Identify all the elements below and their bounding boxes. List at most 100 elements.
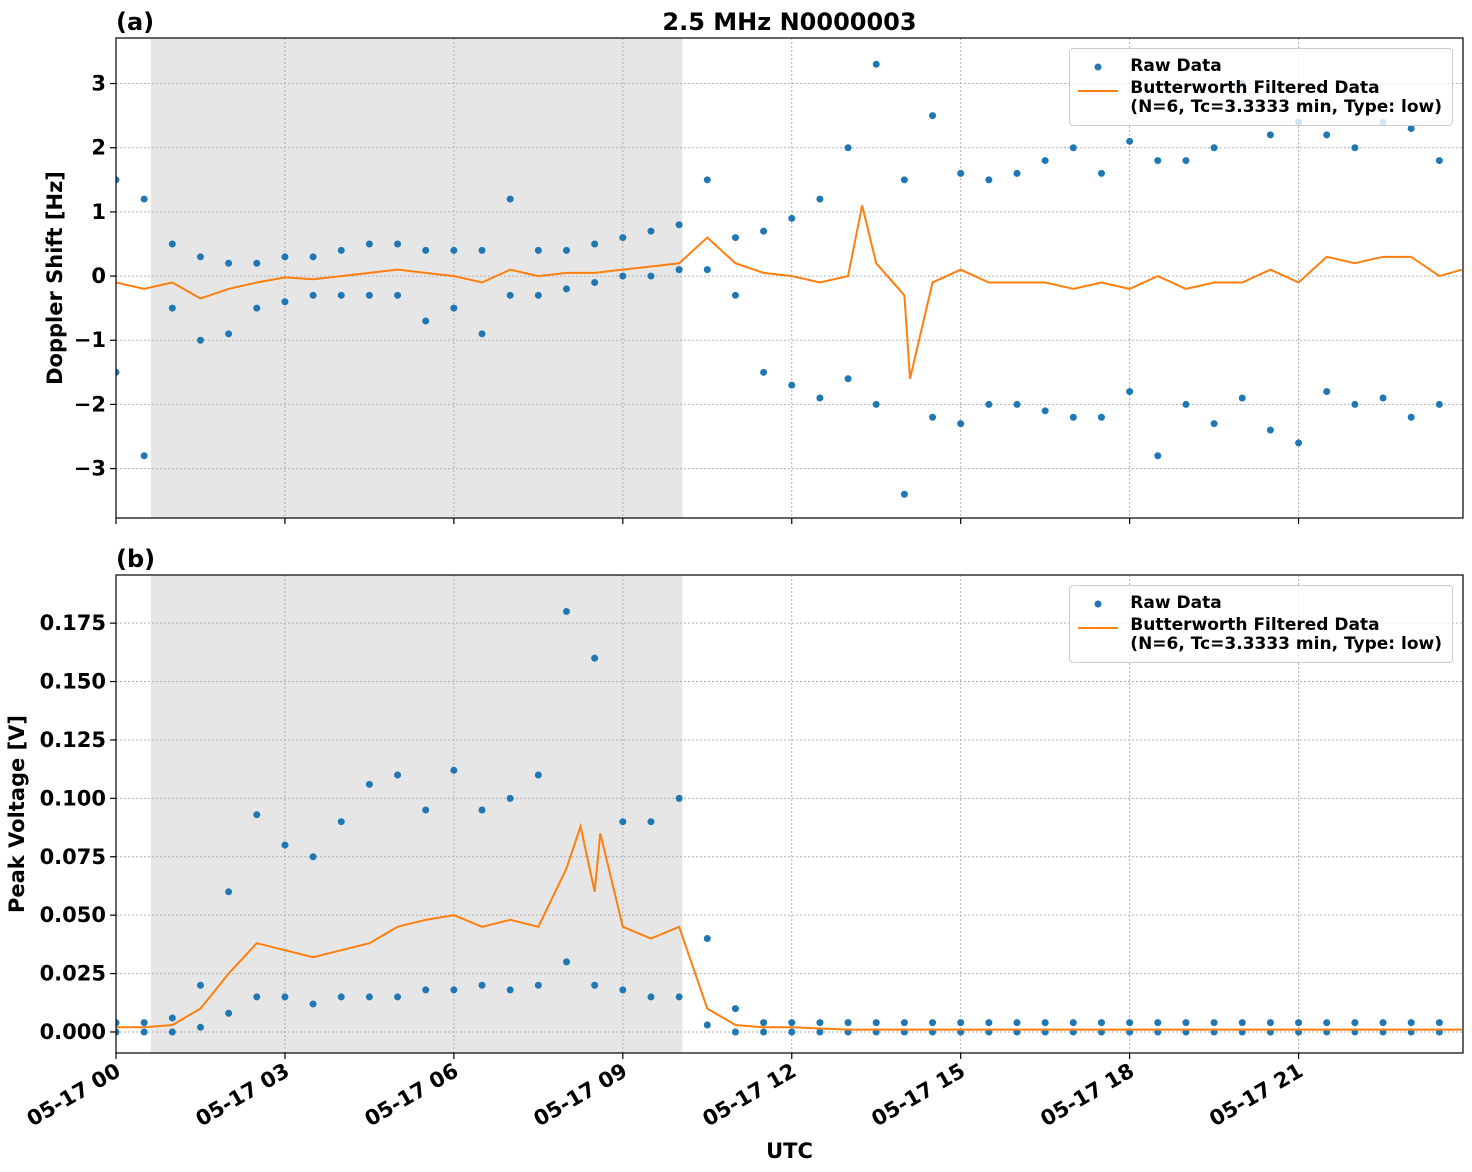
legend-entry: Butterworth Filtered Data (N=6, Tc=3.333… xyxy=(1078,79,1442,117)
raw-point xyxy=(337,818,345,826)
raw-point xyxy=(1097,1019,1105,1027)
raw-point xyxy=(422,317,430,325)
raw-point xyxy=(196,253,204,261)
raw-point xyxy=(1379,1019,1387,1027)
raw-point xyxy=(534,771,542,779)
raw-point xyxy=(196,981,204,989)
raw-point xyxy=(731,291,739,299)
filtered-line xyxy=(116,205,1463,379)
raw-point xyxy=(816,1019,824,1027)
raw-point xyxy=(591,240,599,248)
raw-point xyxy=(563,285,571,293)
raw-point xyxy=(1323,388,1331,396)
legend: Raw Data Butterworth Filtered Data (N=6, … xyxy=(1069,585,1453,663)
raw-point xyxy=(929,413,937,421)
y-tick-label: 1 xyxy=(91,200,106,224)
raw-point xyxy=(168,1028,176,1036)
plot-area xyxy=(116,607,1462,1036)
y-tick-label: 2 xyxy=(91,136,106,160)
raw-point xyxy=(788,381,796,389)
legend-dot xyxy=(1094,63,1102,71)
raw-point xyxy=(365,291,373,299)
legend-swatch xyxy=(1078,627,1119,629)
filtered-line xyxy=(116,822,1462,1031)
raw-point xyxy=(309,1000,317,1008)
raw-point xyxy=(731,1028,739,1036)
raw-point xyxy=(116,368,120,376)
raw-point xyxy=(1126,388,1134,396)
raw-point xyxy=(253,304,261,312)
raw-point xyxy=(394,993,402,1001)
y-tick-label: 3 xyxy=(91,72,106,96)
raw-point xyxy=(900,176,908,184)
raw-point xyxy=(1351,1019,1359,1027)
raw-point xyxy=(422,806,430,814)
shaded-span xyxy=(150,38,683,518)
raw-point xyxy=(116,176,120,184)
raw-point xyxy=(365,240,373,248)
raw-point xyxy=(450,246,458,254)
legend-dot xyxy=(1094,600,1102,608)
raw-point xyxy=(281,841,289,849)
y-tick-label: 0.075 xyxy=(40,845,106,869)
raw-point xyxy=(225,259,233,267)
raw-point xyxy=(760,227,768,235)
raw-point xyxy=(1210,1019,1218,1027)
raw-point xyxy=(1379,394,1387,402)
y-tick-label: 0.125 xyxy=(40,728,106,752)
raw-point xyxy=(225,330,233,338)
raw-point xyxy=(760,368,768,376)
raw-point xyxy=(168,240,176,248)
raw-point xyxy=(816,1028,824,1036)
axes-frame xyxy=(115,574,1464,1054)
raw-point xyxy=(844,144,852,152)
legend-key xyxy=(1078,594,1118,614)
y-tick-label: 0.050 xyxy=(40,903,106,927)
raw-point xyxy=(563,607,571,615)
raw-point xyxy=(337,993,345,1001)
axes-frame xyxy=(115,37,1464,519)
raw-point xyxy=(1013,169,1021,177)
raw-point xyxy=(478,330,486,338)
raw-point xyxy=(394,291,402,299)
raw-point xyxy=(281,298,289,306)
raw-point xyxy=(309,853,317,861)
raw-point xyxy=(591,981,599,989)
raw-point xyxy=(1041,1019,1049,1027)
x-tick-label: 05-17 12 xyxy=(698,1059,800,1132)
y-tick-label: −1 xyxy=(74,328,106,352)
raw-point xyxy=(619,272,627,280)
raw-point xyxy=(196,1023,204,1031)
raw-point xyxy=(675,221,683,229)
raw-point xyxy=(788,1019,796,1027)
x-tick-label: 05-17 21 xyxy=(1205,1059,1307,1132)
raw-point xyxy=(703,1021,711,1029)
raw-point xyxy=(985,1019,993,1027)
raw-point xyxy=(450,766,458,774)
raw-point xyxy=(365,993,373,1001)
raw-point xyxy=(1266,426,1274,434)
legend-swatch xyxy=(1094,63,1102,71)
legend-entry: Raw Data xyxy=(1078,594,1442,614)
raw-point xyxy=(506,794,514,802)
raw-point xyxy=(619,818,627,826)
raw-point xyxy=(1238,1019,1246,1027)
raw-point xyxy=(788,1028,796,1036)
raw-point xyxy=(929,112,937,120)
raw-point xyxy=(478,246,486,254)
raw-point xyxy=(534,291,542,299)
raw-point xyxy=(591,278,599,286)
chart-title: 2.5 MHz N0000003 xyxy=(662,8,916,36)
raw-point xyxy=(534,981,542,989)
panel-label: (b) xyxy=(116,545,155,573)
raw-point xyxy=(534,246,542,254)
y-tick-label: 0 xyxy=(91,264,106,288)
raw-point xyxy=(760,1019,768,1027)
raw-point xyxy=(140,195,148,203)
y-tick-label: 0.000 xyxy=(40,1020,106,1044)
raw-point xyxy=(1013,1019,1021,1027)
raw-point xyxy=(816,195,824,203)
raw-point xyxy=(478,981,486,989)
y-tick-label: 0.100 xyxy=(40,786,106,810)
